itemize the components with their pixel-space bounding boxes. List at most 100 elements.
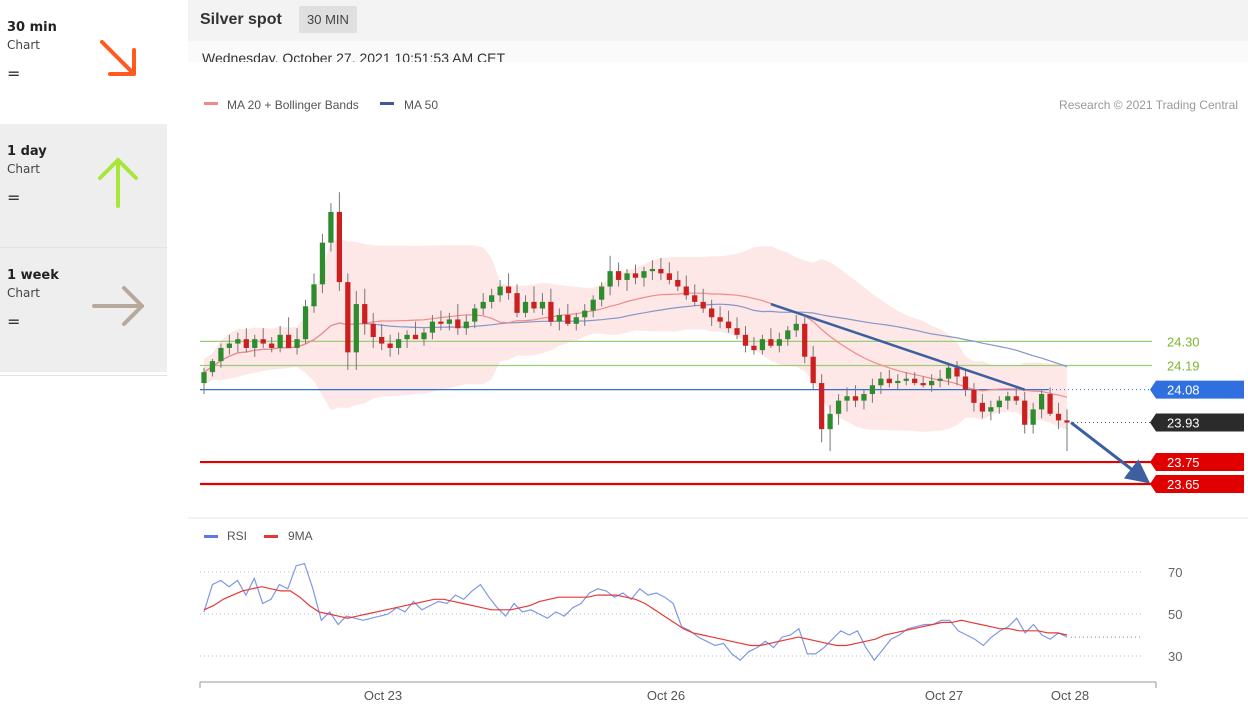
candle-body <box>996 400 1002 408</box>
candle <box>1064 409 1070 452</box>
arrow-right-icon <box>92 286 144 326</box>
level-tag-label: 23.65 <box>1167 477 1200 492</box>
candle-body <box>429 321 436 333</box>
candle <box>565 304 571 327</box>
candle <box>1022 391 1028 434</box>
candle-body <box>505 286 512 294</box>
candle-body <box>489 295 495 302</box>
candle <box>700 288 706 313</box>
bollinger-band-area <box>204 238 1067 432</box>
timeframe-badge[interactable]: 30 MIN <box>299 6 357 33</box>
rsi-legend: RSI 9MA <box>204 529 313 543</box>
candle <box>734 317 740 340</box>
candle-body <box>734 328 740 335</box>
candle-body <box>802 323 808 357</box>
signal-neutral: = <box>7 64 21 83</box>
candle <box>336 192 342 291</box>
candle-body <box>311 284 317 307</box>
legend-ma50: MA 50 <box>404 98 438 112</box>
candle <box>793 315 799 337</box>
candle-body <box>607 271 613 287</box>
candle <box>421 328 427 346</box>
rsi-ma-line <box>203 586 1068 647</box>
candle <box>277 326 283 353</box>
rsi-panel: 70 50 30 <box>200 562 1182 664</box>
timeframe-30min[interactable]: 30 min Chart = <box>0 0 167 124</box>
candle-body <box>252 339 258 348</box>
candle <box>768 328 774 348</box>
candle-body <box>742 334 749 346</box>
candle <box>209 358 216 377</box>
candle-body <box>624 273 630 280</box>
candle <box>269 336 275 353</box>
candle-body <box>929 380 935 386</box>
candle <box>802 317 808 364</box>
candle <box>607 255 613 296</box>
candle-body <box>852 396 859 401</box>
candle <box>869 378 876 403</box>
level-tag-label: 24.08 <box>1167 383 1200 398</box>
candle <box>683 275 689 300</box>
candle <box>1038 389 1045 419</box>
candle-body <box>692 295 698 302</box>
candle <box>379 323 385 351</box>
candle <box>827 405 833 452</box>
candle-body <box>954 367 960 377</box>
candle-body <box>979 402 986 412</box>
candle <box>531 286 537 313</box>
level-tag-label: 24.30 <box>1167 334 1200 349</box>
candle <box>260 328 266 348</box>
timeframe-1week[interactable]: 1 week Chart = <box>0 248 167 372</box>
candle <box>929 374 935 392</box>
candle-body <box>285 334 292 348</box>
candle-body <box>421 332 427 340</box>
candle-body <box>243 339 249 348</box>
candle <box>201 367 207 395</box>
candle <box>717 306 723 329</box>
candle <box>573 312 579 331</box>
candle <box>539 293 546 316</box>
candle <box>1055 402 1062 430</box>
legend-9ma: 9MA <box>288 529 313 543</box>
candle-body <box>649 268 656 272</box>
candle <box>624 268 630 291</box>
candle-body <box>302 306 309 340</box>
candle-body <box>531 301 537 309</box>
candle <box>328 203 334 252</box>
candle-body <box>869 385 876 395</box>
level-tag-label: 24.19 <box>1167 359 1200 374</box>
timeframe-sidebar: 30 min Chart = 1 day Chart = 1 week Char… <box>0 0 167 376</box>
candle-body <box>573 317 579 324</box>
candle <box>903 372 909 386</box>
candle <box>429 315 436 340</box>
candle <box>920 376 926 388</box>
candle <box>962 369 969 397</box>
candle-body <box>480 301 486 309</box>
candle <box>446 312 452 331</box>
candle-body <box>412 334 419 340</box>
timeframe-1day[interactable]: 1 day Chart = <box>0 124 167 248</box>
candle-body <box>835 400 842 414</box>
divider <box>0 247 167 248</box>
candle <box>742 326 749 353</box>
candle-body <box>945 367 952 379</box>
candle <box>945 363 952 386</box>
arrow-up-icon <box>98 158 138 208</box>
price-legend: MA 20 + Bollinger Bands MA 50 Research ©… <box>204 98 1238 112</box>
candle <box>438 310 444 331</box>
candle-body <box>700 301 706 309</box>
candle <box>666 262 672 285</box>
candle-body <box>379 336 385 344</box>
candle <box>912 372 918 386</box>
candle-body <box>666 273 672 280</box>
candle-body <box>962 376 969 390</box>
legend-rsi: RSI <box>227 529 247 543</box>
candle-body <box>446 319 452 324</box>
price-chart[interactable]: MA 20 + Bollinger Bands MA 50 Research ©… <box>188 42 1248 712</box>
candle-body <box>1047 394 1053 414</box>
timeframe-sub: Chart <box>7 38 40 52</box>
level-tag-label: 23.75 <box>1167 455 1200 470</box>
chart-panel: Silver spot 30 MIN Wednesday, October 27… <box>188 0 1248 712</box>
level-tag-bg <box>1150 413 1244 432</box>
candle-body <box>548 301 554 322</box>
